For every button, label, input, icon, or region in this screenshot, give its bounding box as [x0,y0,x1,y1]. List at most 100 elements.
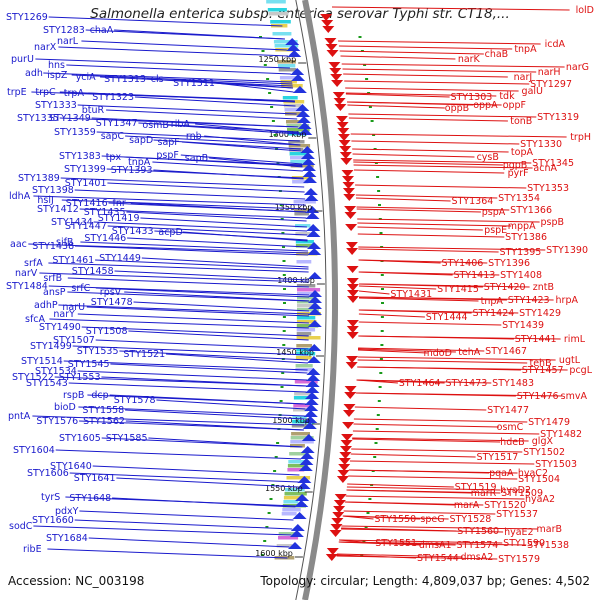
gene-label-left: STY1393 [111,165,153,176]
feature-mark [379,372,383,374]
gene-arrow-right [342,176,354,183]
feature-block [273,40,298,44]
gene-label-right: STY1330 [520,139,562,150]
feature-mark [368,106,372,108]
gene-leader-left [204,135,301,146]
gene-leader-left [116,477,299,488]
gene-label-right: STY1366 [510,205,552,216]
feature-mark [263,540,267,542]
gene-label-left: STY1545 [68,359,110,370]
feature-mark [378,386,382,388]
gene-arrow-left [305,212,320,219]
gene-leader-left [96,131,300,142]
gene-label-right: topA [511,147,534,158]
feature-block [283,496,304,500]
gene-leader-left [81,40,287,51]
gene-arrow-left [304,194,319,201]
gene-label-left: tyrS [41,492,60,503]
gene-arrow-left [308,296,322,303]
feature-mark [281,232,285,234]
gene-label-left: cls [151,74,164,85]
gene-label-left: osmB [142,120,169,131]
gene-leader-left [88,537,290,548]
gene-arrow-left [306,374,321,381]
gene-arrow-right [340,158,353,165]
feature-block [279,76,297,80]
gene-arrow-right [345,362,358,369]
gene-arrow-left [304,404,319,411]
gene-label-left: STY1585 [106,433,148,444]
feature-block [286,476,311,480]
gene-label-right: oppB [445,103,469,114]
feature-mark [376,414,380,416]
feature-block [292,416,307,420]
gene-arrow-left [306,356,321,363]
feature-mark [268,92,272,94]
feature-mark [280,386,284,388]
gene-leader-right [358,246,546,251]
gene-leader-right [347,104,445,109]
gene-label-right: pqaA [489,468,514,479]
gene-label-left: STY1458 [72,266,114,277]
gene-arrow-right [332,92,345,99]
gene-leader-right [358,283,483,288]
gene-leader-right [348,475,518,480]
gene-leader-right [348,469,490,474]
gene-arrow-left [307,320,322,327]
gene-leader-right [357,233,505,238]
gene-leader-left [125,420,304,431]
feature-block [297,308,319,312]
gene-leader-left [125,409,305,420]
gene-leader-left [78,406,305,417]
feature-mark [366,512,370,514]
feature-block [277,60,296,64]
gene-label-left: aac [10,239,27,250]
gene-arrow-left [308,302,322,309]
gene-label-left: STY1399 [64,164,106,175]
gene-arrow-right [346,356,358,363]
feature-block [293,408,308,412]
gene-label-left: hns [48,60,65,71]
feature-mark [368,498,372,500]
gene-leader-left [215,82,294,93]
gene-leader-right [353,164,533,169]
gene-arrow-right [346,266,359,273]
feature-mark [274,456,278,458]
feature-block [282,96,298,100]
gene-label-right: STY1502 [523,447,565,458]
gene-leader-left [101,376,307,387]
gene-label-left: STY1359 [54,127,96,138]
gene-arrow-left [298,128,313,135]
feature-mark [267,512,271,514]
feature-mark [283,288,286,290]
gene-leader-right [355,392,516,397]
gene-arrow-right [346,278,359,285]
gene-label-left: STY1562 [83,416,125,427]
gene-arrow-left [295,104,310,111]
gene-label-left: STY1605 [59,433,101,444]
feature-block [289,148,304,152]
accession-text: Accession: NC_003198 [8,574,145,588]
gene-label-left: STY1684 [46,533,88,544]
gene-label-right: zntB [533,282,554,293]
feature-mark [362,540,366,542]
gene-leader-right [346,489,472,494]
feature-block [268,12,289,16]
gene-leader-right [357,349,428,354]
feature-mark [282,274,286,276]
gene-label-left: STY1514 [21,356,63,367]
gene-label-left: narU [62,302,85,313]
gene-label-left: acpD [158,227,182,238]
gene-label-left: sfcA [25,314,46,325]
gene-leader-left [77,313,309,324]
gene-label-right: STY1551 [375,538,417,549]
feature-mark [379,358,383,360]
feature-mark [281,372,285,374]
gene-label-left: adhP [34,300,58,311]
gene-label-right: narK [458,54,481,65]
gene-label-left: ldhA [9,191,31,202]
gene-leader-left [48,285,310,296]
feature-block [293,200,316,204]
gene-arrow-left [294,500,309,507]
